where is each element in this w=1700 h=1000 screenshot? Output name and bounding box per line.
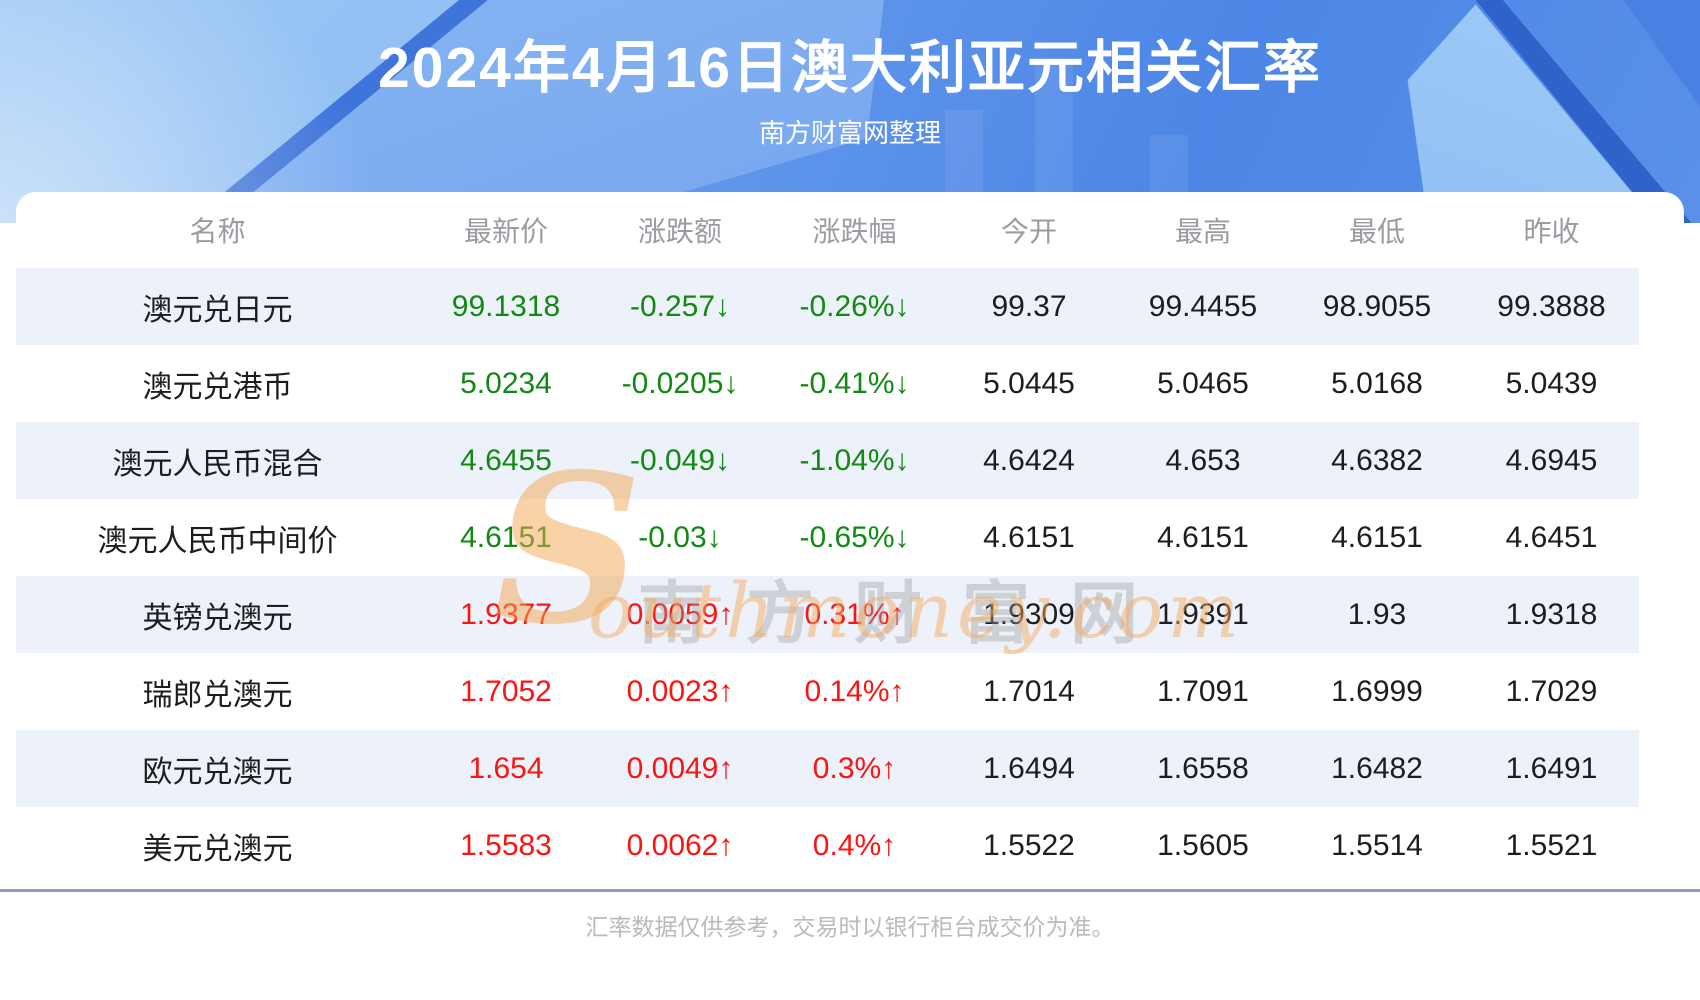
cell-pair-name: 瑞郎兑澳元 <box>142 678 293 712</box>
page-subtitle: 南方财富网整理 <box>758 118 941 148</box>
cell-high: 4.6151 <box>1157 520 1249 554</box>
cell-pair-name: 澳元兑港币 <box>142 370 293 404</box>
table-row: 美元兑澳元 1.5583 0.0062↑ 0.4%↑ 1.5522 1.5605… <box>16 807 1639 884</box>
cell-high: 99.4455 <box>1116 268 1290 345</box>
cell-open: 4.6424 <box>942 422 1116 499</box>
footer-disclaimer: 汇率数据仅供参考，交易时以银行柜台成交价为准。 <box>585 914 1115 940</box>
footer-divider <box>0 889 1700 892</box>
table-row: 瑞郎兑澳元 1.7052 0.0023↑ 0.14%↑ 1.7014 1.709… <box>16 653 1639 730</box>
column-header-prev-close: 昨收 <box>1523 216 1580 247</box>
cell-last-price: 1.5583 <box>460 828 552 862</box>
cell-high: 1.5605 <box>1157 828 1249 862</box>
cell-high: 1.6558 <box>1116 730 1290 807</box>
cell-pair-name: 美元兑澳元 <box>142 832 293 866</box>
column-header-name: 名称 <box>189 216 246 247</box>
cell-change-pct: -0.41%↓ <box>799 366 910 400</box>
cell-change-pct: 0.3%↑ <box>767 730 942 807</box>
cell-prev-close: 1.9318 <box>1464 576 1639 653</box>
column-header-change-pct: 涨跌幅 <box>812 216 897 247</box>
cell-last-price: 1.7052 <box>460 674 552 708</box>
column-header-last: 最新价 <box>463 216 548 247</box>
cell-open: 5.0445 <box>983 366 1075 400</box>
cell-prev-close: 4.6451 <box>1505 520 1598 554</box>
header-decor-glow <box>0 0 1700 223</box>
cell-pair-name: 澳元人民币中间价 <box>97 524 338 558</box>
cell-change: -0.0205↓ <box>621 366 739 400</box>
cell-low: 1.5514 <box>1331 828 1423 862</box>
column-header-low: 最低 <box>1348 216 1405 247</box>
table-row: 澳元人民币中间价 4.6151 -0.03↓ -0.65%↓ 4.6151 4.… <box>16 499 1639 576</box>
cell-prev-close: 1.6491 <box>1464 730 1639 807</box>
table-row: 英镑兑澳元 1.9377 0.0059↑ 0.31%↑ 1.9309 1.939… <box>16 576 1639 653</box>
table-row: 欧元兑澳元 1.654 0.0049↑ 0.3%↑ 1.6494 1.6558 … <box>16 730 1639 807</box>
cell-high: 1.7091 <box>1157 674 1249 708</box>
cell-open: 1.6494 <box>942 730 1116 807</box>
cell-change-pct: -1.04%↓ <box>767 422 942 499</box>
cell-open: 99.37 <box>942 268 1116 345</box>
cell-last-price: 1.654 <box>419 730 593 807</box>
cell-low: 1.93 <box>1290 576 1464 653</box>
page-title: 2024年4月16日澳大利亚元相关汇率 <box>378 36 1322 100</box>
cell-low: 1.6999 <box>1331 674 1423 708</box>
cell-last-price: 1.9377 <box>419 576 593 653</box>
cell-last-price: 99.1318 <box>419 268 593 345</box>
cell-change: 0.0049↑ <box>593 730 767 807</box>
cell-open: 4.6151 <box>983 520 1075 554</box>
column-header-change: 涨跌额 <box>637 216 722 247</box>
cell-change-pct: 0.4%↑ <box>812 828 897 862</box>
cell-low: 5.0168 <box>1331 366 1423 400</box>
cell-high: 5.0465 <box>1157 366 1249 400</box>
cell-last-price: 5.0234 <box>460 366 552 400</box>
cell-high: 4.653 <box>1116 422 1290 499</box>
table-row: 澳元兑港币 5.0234 -0.0205↓ -0.41%↓ 5.0445 5.0… <box>16 345 1639 422</box>
cell-change: 0.0059↑ <box>593 576 767 653</box>
column-header-high: 最高 <box>1174 216 1231 247</box>
column-header-open: 今开 <box>1000 216 1057 247</box>
cell-pair-name: 欧元兑澳元 <box>16 730 419 807</box>
table-row: 澳元人民币混合 4.6455 -0.049↓ -1.04%↓ 4.6424 4.… <box>16 422 1639 499</box>
cell-last-price: 4.6455 <box>419 422 593 499</box>
cell-open: 1.9309 <box>942 576 1116 653</box>
cell-pair-name: 澳元兑日元 <box>16 268 419 345</box>
rates-table-card: 名称 最新价 涨跌额 涨跌幅 今开 最高 最低 昨收 澳元兑日元 99.1318… <box>16 192 1684 890</box>
cell-change-pct: -0.65%↓ <box>799 520 910 554</box>
cell-pair-name: 澳元人民币混合 <box>16 422 419 499</box>
cell-change-pct: 0.31%↑ <box>767 576 942 653</box>
cell-pair-name: 英镑兑澳元 <box>16 576 419 653</box>
cell-change-pct: -0.26%↓ <box>767 268 942 345</box>
table-row: 澳元兑日元 99.1318 -0.257↓ -0.26%↓ 99.37 99.4… <box>16 268 1639 345</box>
cell-prev-close: 1.7029 <box>1505 674 1598 708</box>
cell-prev-close: 1.5521 <box>1505 828 1598 862</box>
cell-last-price: 4.6151 <box>460 520 552 554</box>
cell-low: 1.6482 <box>1290 730 1464 807</box>
cell-low: 4.6382 <box>1290 422 1464 499</box>
cell-change: -0.03↓ <box>638 520 722 554</box>
cell-change: -0.257↓ <box>593 268 767 345</box>
table-header-row: 名称 最新价 涨跌额 涨跌幅 今开 最高 最低 昨收 <box>16 192 1639 268</box>
cell-low: 98.9055 <box>1290 268 1464 345</box>
cell-change: -0.049↓ <box>593 422 767 499</box>
cell-change: 0.0062↑ <box>626 828 734 862</box>
cell-prev-close: 99.3888 <box>1464 268 1639 345</box>
cell-high: 1.9391 <box>1116 576 1290 653</box>
header-banner: 2024年4月16日澳大利亚元相关汇率 南方财富网整理 <box>0 0 1700 223</box>
rates-table: 名称 最新价 涨跌额 涨跌幅 今开 最高 最低 昨收 澳元兑日元 99.1318… <box>16 192 1639 884</box>
cell-open: 1.7014 <box>983 674 1075 708</box>
cell-change-pct: 0.14%↑ <box>804 674 905 708</box>
cell-prev-close: 4.6945 <box>1464 422 1639 499</box>
cell-change: 0.0023↑ <box>626 674 734 708</box>
cell-open: 1.5522 <box>983 828 1075 862</box>
cell-prev-close: 5.0439 <box>1505 366 1598 400</box>
cell-low: 4.6151 <box>1331 520 1423 554</box>
